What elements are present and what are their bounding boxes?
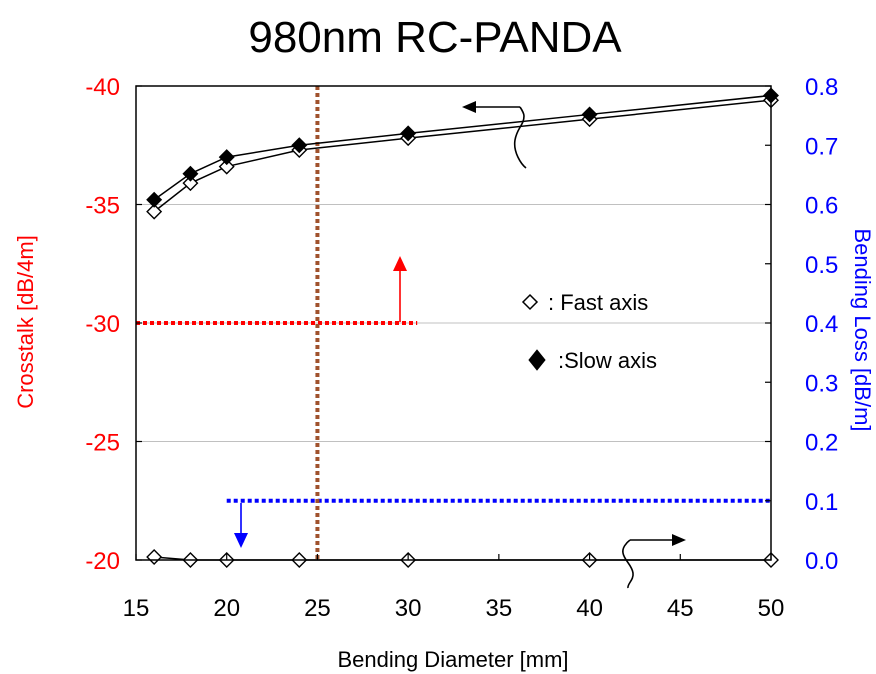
x-tick-label: 40	[576, 595, 603, 622]
y-left-tick-label: -40	[85, 74, 120, 101]
x-tick-label: 15	[123, 595, 150, 622]
series-line	[153, 99, 772, 213]
y-right-tick-label: 0.3	[805, 370, 838, 397]
data-point	[182, 175, 199, 192]
loss-threshold-arrow	[234, 503, 248, 548]
x-tick-label: 20	[213, 595, 240, 622]
x-tick-label: 35	[486, 595, 513, 622]
y-right-tick-label: 0.1	[805, 489, 838, 516]
y-left-tick-label: -35	[85, 193, 120, 220]
crosstalk-threshold-arrow	[393, 256, 407, 322]
y-right-tick-label: 0.8	[805, 74, 838, 101]
crosstalk-axis-indicator	[462, 101, 527, 169]
loss-axis-indicator	[622, 534, 686, 589]
y-right-tick-labels: 0.0 0.1 0.2 0.3 0.4 0.5 0.6 0.7 0.8	[765, 74, 838, 575]
data-point	[218, 149, 235, 166]
x-tick-label: 45	[667, 595, 694, 622]
x-tick-label: 30	[395, 595, 422, 622]
legend: : Fast axis :Slow axis	[521, 290, 657, 373]
data-point	[146, 191, 163, 208]
x-tick-labels: 15 20 25 30 35 40 45 50	[123, 554, 785, 622]
y-left-tick-label: -25	[85, 430, 120, 457]
y-left-tick-label: -30	[85, 311, 120, 338]
data-point	[581, 106, 598, 123]
y-right-tick-label: 0.5	[805, 252, 838, 279]
legend-fast-label: : Fast axis	[548, 290, 648, 315]
x-axis-label: Bending Diameter [mm]	[337, 647, 568, 672]
y-left-tick-labels: -20 -25 -30 -35 -40	[85, 74, 142, 575]
series-layer	[146, 87, 779, 568]
y-left-tick-label: -20	[85, 548, 120, 575]
data-point	[146, 549, 163, 566]
data-point	[218, 158, 235, 175]
legend-fast-marker	[521, 293, 539, 311]
reference-lines	[136, 86, 771, 560]
y-right-tick-label: 0.4	[805, 311, 838, 338]
y-right-axis-label: Bending Loss [dB/m]	[850, 228, 875, 431]
series-line	[153, 94, 772, 201]
y-left-axis-label: Crosstalk [dB/4m]	[13, 235, 38, 409]
data-point	[291, 137, 308, 154]
y-right-tick-label: 0.0	[805, 548, 838, 575]
chart-title: 980nm RC-PANDA	[248, 13, 622, 62]
data-point	[400, 125, 417, 142]
x-tick-label: 25	[304, 595, 331, 622]
data-point	[146, 203, 163, 220]
y-right-tick-label: 0.6	[805, 193, 838, 220]
annotations	[234, 101, 686, 589]
legend-slow-label: :Slow axis	[558, 348, 657, 373]
x-tick-label: 50	[758, 595, 785, 622]
legend-slow-marker	[528, 349, 546, 371]
y-right-tick-label: 0.7	[805, 133, 838, 160]
y-right-tick-label: 0.2	[805, 430, 838, 457]
data-point	[182, 165, 199, 182]
